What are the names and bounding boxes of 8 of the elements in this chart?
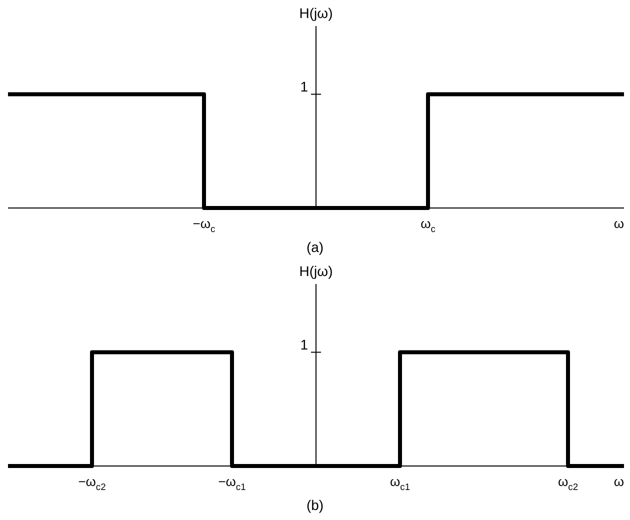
y-axis-title: H(jω) bbox=[299, 263, 333, 279]
x-axis-title: ω bbox=[614, 216, 624, 231]
text: (b) bbox=[305, 496, 325, 515]
x-axis-title: ω bbox=[614, 474, 624, 489]
annotation: 1 bbox=[300, 336, 308, 352]
y-axis-title: H(jω) bbox=[299, 5, 333, 21]
annotation: 1 bbox=[300, 78, 308, 94]
text: (a) bbox=[305, 238, 325, 257]
